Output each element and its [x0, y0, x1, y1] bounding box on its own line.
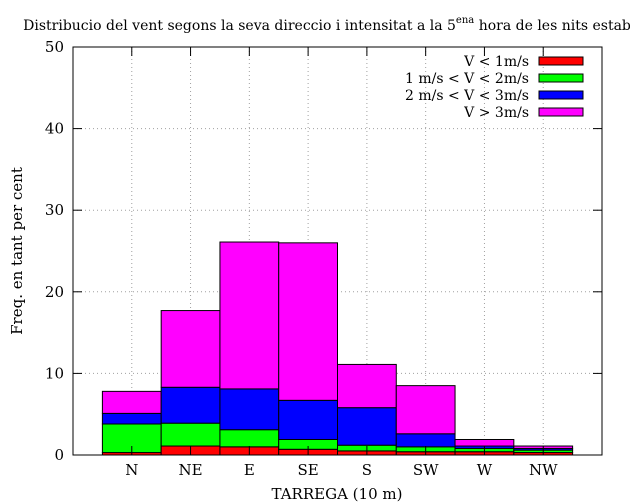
chart-title-superscript: ena [456, 15, 474, 26]
bar-ne-series-2 [160, 422, 221, 447]
x-tick-label-e: E [244, 461, 255, 479]
x-tick-label-ne: NE [179, 461, 203, 479]
chart-title-end: hora de les nits estables [474, 18, 630, 34]
bar-n-series-3 [101, 412, 162, 425]
bar-n-series-4 [101, 390, 162, 414]
bars [101, 241, 574, 456]
x-tick-label-s: S [362, 461, 372, 479]
y-tick-label: 40 [45, 120, 64, 138]
x-tick-label-w: W [477, 461, 493, 479]
y-tick-label: 20 [45, 283, 64, 301]
y-tick-label: 50 [45, 38, 64, 56]
x-axis-label: TARREGA (10 m) [272, 485, 403, 503]
bar-ne-series-4 [160, 310, 221, 388]
legend-swatch-3 [538, 90, 584, 100]
x-tick-label-n: N [125, 461, 138, 479]
bar-s-series-4 [337, 363, 397, 409]
legend-label-2: 1 m/s < V < 2m/s [405, 71, 529, 87]
chart-title-main: Distribucio del vent segons la seva dire… [23, 18, 456, 34]
legend-swatch-4 [538, 107, 584, 117]
legend-label-4: V > 3m/s [463, 105, 529, 121]
x-tick-label-sw: SW [413, 461, 439, 479]
legend-label-1: V < 1m/s [463, 54, 529, 70]
legend-swatch-1 [538, 56, 584, 66]
x-tick-labels: N NE E SE S SW W NW [125, 461, 558, 479]
bar-e-series-2 [219, 429, 280, 448]
x-tick-label-se: SE [297, 461, 318, 479]
bar-e-series-4 [219, 241, 280, 390]
legend: V < 1m/s1 m/s < V < 2m/s2 m/s < V < 3m/s… [405, 54, 584, 121]
y-tick-labels: 0 10 20 30 40 50 [45, 38, 64, 464]
x-tick-label-nw: NW [529, 461, 558, 479]
bar-e-series-3 [219, 388, 280, 431]
bar-sw-series-4 [395, 385, 456, 435]
plot-frame [72, 46, 603, 456]
bar-ne-series-3 [160, 386, 221, 424]
bar-sw-series-3 [395, 433, 456, 448]
y-axis-label: Freq. en tant per cent [8, 167, 26, 335]
legend-swatch-2 [538, 73, 584, 83]
y-tick-label: 30 [45, 201, 64, 219]
legend-label-3: 2 m/s < V < 3m/s [405, 88, 529, 104]
bar-se-series-4 [278, 242, 339, 401]
axes [72, 46, 603, 456]
y-tick-label: 0 [54, 446, 64, 464]
chart-title: Distribucio del vent segons la seva dire… [23, 15, 630, 34]
bar-s-series-3 [337, 407, 397, 446]
bar-se-series-3 [278, 399, 339, 440]
y-tick-label: 10 [45, 364, 64, 382]
bar-w-series-4 [454, 438, 515, 447]
